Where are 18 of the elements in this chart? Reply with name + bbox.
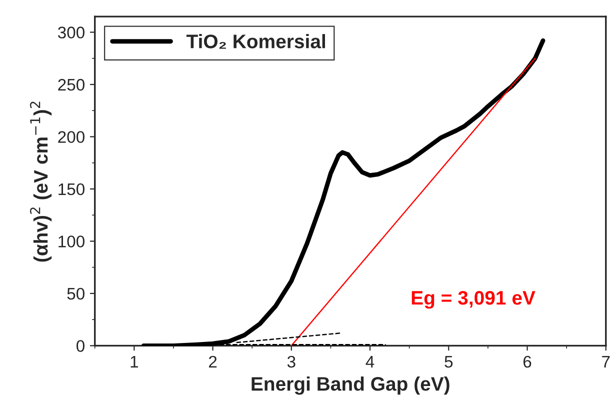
x-tick-label: 5: [444, 356, 453, 368]
x-axis-title: Energi Band Gap (eV): [252, 376, 450, 395]
x-tick-label: 3: [287, 356, 296, 368]
x-tick-label: 1: [130, 356, 138, 368]
legend-label: TiO₂ Komersial: [186, 34, 325, 49]
x-tick-label: 6: [523, 356, 532, 368]
y-tick-label: 200: [58, 131, 84, 143]
y-tick-label: 300: [58, 26, 84, 38]
y-tick-label: 250: [58, 78, 84, 91]
x-tick-label: 7: [602, 356, 610, 368]
annotation: Eg = 3,091 eV: [412, 290, 536, 309]
y-tick-label: 100: [58, 236, 84, 248]
y-axis-title: (αhv)$^{2}$ (eV cm$^{−1}$)$^{2}$: [30, 102, 52, 262]
y-tick-label: 50: [67, 288, 84, 300]
x-tick-label: 4: [366, 356, 374, 368]
x-tick-label: 2: [208, 356, 217, 368]
y-tick-label: 0: [76, 340, 84, 352]
y-tick-label: 150: [58, 183, 84, 196]
